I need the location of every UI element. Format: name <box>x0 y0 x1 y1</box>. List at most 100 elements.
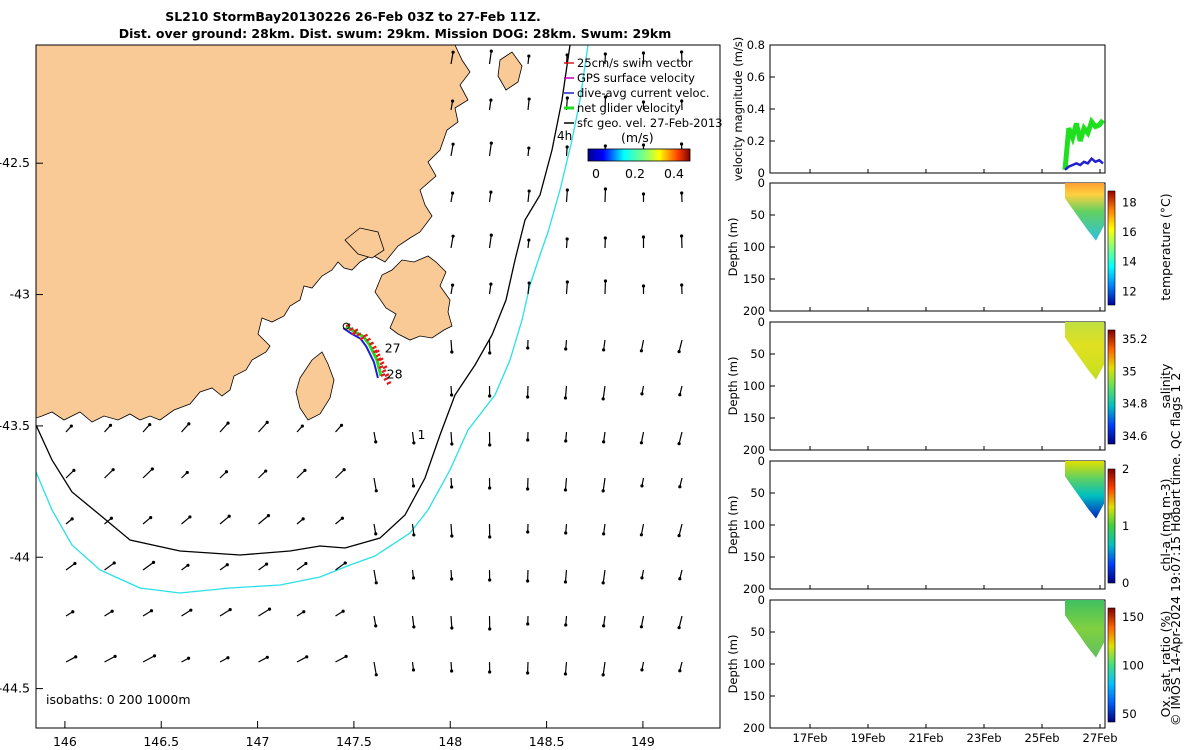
current-arrow <box>374 570 376 583</box>
current-arrow-head <box>640 392 643 395</box>
current-arrow-head <box>680 142 683 145</box>
current-arrow-head <box>490 50 493 53</box>
map-y-tick-label: -44 <box>10 549 30 564</box>
panel-y-tick-label: 100 <box>743 240 765 254</box>
current-arrow-head <box>226 656 229 659</box>
colorbar-tick-label: 0.2 <box>625 166 645 181</box>
profile-data-fill <box>1065 600 1104 658</box>
current-arrow-head <box>109 424 112 427</box>
panel-frame <box>770 461 1105 589</box>
current-arrow-head <box>566 237 569 240</box>
colorbar-tick-label: 150 <box>1122 610 1144 624</box>
current-arrow-head <box>677 626 680 629</box>
current-arrow-head <box>564 623 567 626</box>
colorbar-title: (m/s) <box>621 130 654 145</box>
current-arrow-head <box>186 564 189 567</box>
current-arrow-head <box>267 514 270 517</box>
current-arrow-head <box>153 654 156 657</box>
map-y-tick-label: -42.5 <box>0 155 30 170</box>
legend-label: 25cm/s swim vector <box>577 56 693 70</box>
current-arrow <box>143 656 154 662</box>
current-arrow-head <box>604 279 607 282</box>
current-arrow-head <box>566 53 569 56</box>
isobath-legend: isobaths: 0 200 1000m <box>46 692 191 707</box>
current-arrow-head <box>488 627 491 630</box>
current-arrow-head <box>488 578 491 581</box>
map-x-tick-label: 147.5 <box>336 734 372 749</box>
current-arrow-head <box>528 97 531 100</box>
panel-colorbar <box>1108 469 1115 583</box>
panel-y-tick-label: 0 <box>758 454 765 468</box>
legend-scale-label: 4h <box>557 129 572 143</box>
current-arrow-head <box>412 441 415 444</box>
panel-y-tick-label: 150 <box>743 272 765 286</box>
current-arrow-head <box>528 281 531 284</box>
current-arrow <box>603 662 605 675</box>
map-y-tick-label: -43.5 <box>0 418 30 433</box>
current-arrow-head <box>152 561 155 564</box>
panel-x-tick-label: 19Feb <box>851 731 886 745</box>
current-arrow-head <box>677 442 680 445</box>
current-arrow <box>603 386 605 399</box>
current-arrow-head <box>564 672 567 675</box>
current-arrow <box>259 609 270 616</box>
current-arrow <box>451 616 452 628</box>
current-arrow <box>105 656 116 662</box>
panel-y-tick-label: 100 <box>743 657 765 671</box>
colorbar-tick-label: 35.2 <box>1122 332 1148 346</box>
current-arrow-head <box>450 669 453 672</box>
current-arrow-head <box>187 422 190 425</box>
profile-data-fill <box>1065 461 1104 519</box>
legend-label: sfc geo. vel. 27-Feb-2013 <box>577 116 723 130</box>
current-arrow-head <box>266 421 269 424</box>
panel-frame <box>770 322 1105 450</box>
current-arrow <box>603 570 605 583</box>
current-arrow-head <box>526 346 529 349</box>
swim-vector <box>354 329 358 331</box>
current-arrow-head <box>604 187 607 190</box>
panel-y-tick-label: 0 <box>758 176 765 190</box>
map-x-tick-label: 147 <box>246 734 270 749</box>
colorbar-tick-label: 0.4 <box>664 166 684 181</box>
current-arrow-head <box>488 394 491 397</box>
current-arrow-head <box>70 424 73 427</box>
panel-ylabel: Depth (m) <box>726 496 740 555</box>
current-arrow-head <box>412 576 415 579</box>
current-arrow-head <box>304 562 307 565</box>
current-arrow-head <box>301 424 304 427</box>
current-arrow-head <box>111 610 114 613</box>
current-arrow <box>259 422 268 432</box>
map-legend: 25cm/s swim vectorGPS surface velocitydi… <box>557 56 723 181</box>
current-arrow-head <box>642 192 645 195</box>
current-arrow-head <box>343 468 346 471</box>
current-arrow-head <box>602 397 605 400</box>
current-arrow-head <box>344 655 347 658</box>
current-arrow <box>220 516 229 524</box>
current-arrow <box>567 190 568 202</box>
colorbar-label: temperature (°C) <box>1158 193 1173 300</box>
current-arrow-head <box>640 349 643 352</box>
current-arrow-head <box>602 348 605 351</box>
current-arrow-head <box>113 655 116 658</box>
panel-x-tick-label: 25Feb <box>1025 731 1060 745</box>
current-arrow <box>679 432 682 444</box>
current-arrow <box>641 340 643 351</box>
track-label: 28 <box>387 367 403 382</box>
panel-x-tick-label: 27Feb <box>1083 731 1118 745</box>
current-arrow-head <box>564 347 567 350</box>
current-arrow-head <box>526 622 529 625</box>
current-arrow-head <box>488 670 491 673</box>
panel-y-tick-label: 50 <box>750 347 765 361</box>
current-arrow <box>451 340 452 352</box>
panel-y-tick-label: 0 <box>758 315 765 329</box>
maria-island <box>498 52 522 90</box>
current-arrow-head <box>344 561 347 564</box>
speed-colorbar <box>588 149 690 161</box>
panel-y-tick-label: 0.6 <box>747 70 765 84</box>
current-arrow <box>220 423 228 432</box>
current-arrow <box>220 610 230 616</box>
current-arrow-head <box>564 488 567 491</box>
current-arrow-head <box>187 657 190 660</box>
panel-y-tick-label: 50 <box>750 208 765 222</box>
